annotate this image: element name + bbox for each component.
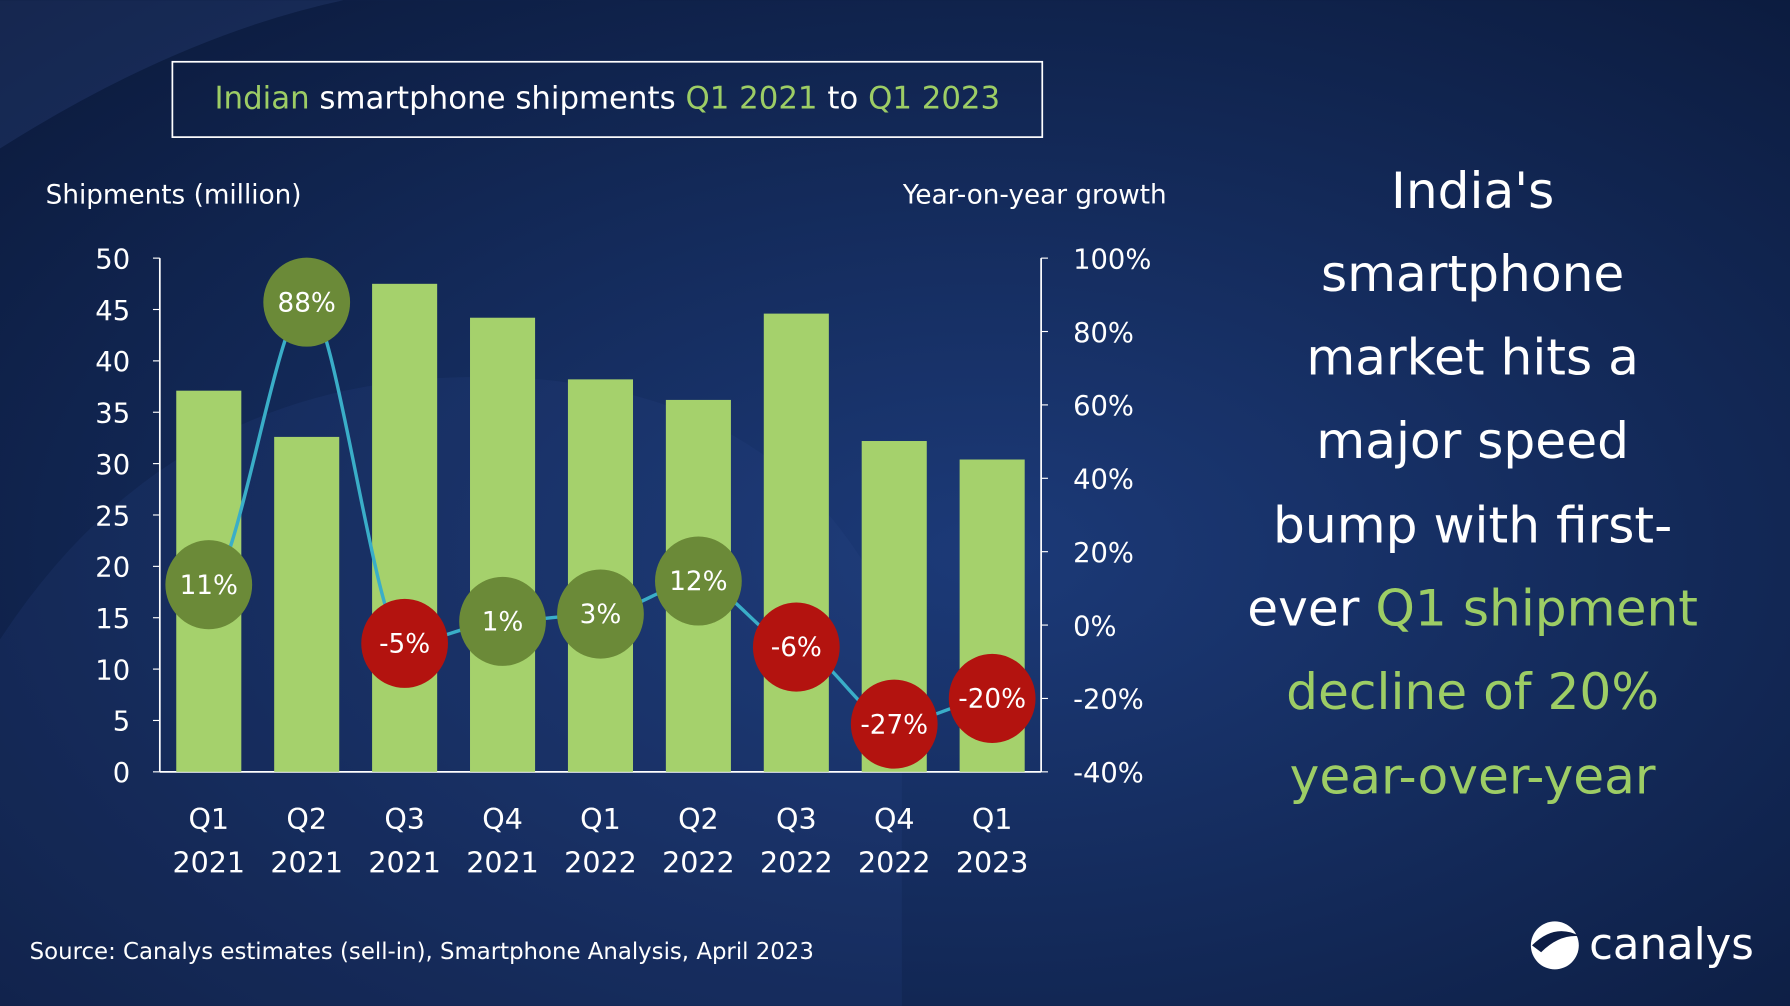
headline: India's smartphone market hits a major s… bbox=[1247, 161, 1698, 806]
x-tick-label-quarter: Q4 bbox=[482, 803, 523, 836]
x-tick-label-quarter: Q2 bbox=[286, 803, 327, 836]
y2-axis-label: Year-on-year growth bbox=[902, 180, 1167, 210]
canalys-logo: canalys bbox=[1530, 920, 1754, 970]
headline-line: bump with first- bbox=[1273, 495, 1672, 554]
x-axis-labels: Q1 2021 Q2 2021 Q3 2021 Q4 2021 Q1 2022 Q2 2022 Q3 20… bbox=[172, 803, 1028, 879]
growth-marker-3 bbox=[459, 576, 546, 666]
headline-line: market hits a bbox=[1306, 328, 1639, 387]
y2-tick-label: 60% bbox=[1073, 391, 1134, 422]
headline-line: major speed bbox=[1316, 411, 1629, 470]
y-tick-label: 20 bbox=[95, 553, 130, 584]
y-tick-label: 15 bbox=[95, 604, 130, 635]
growth-data-label: -27% bbox=[860, 710, 928, 740]
headline-line: year-over-year bbox=[1290, 747, 1656, 806]
y2-tick-label: 80% bbox=[1073, 318, 1134, 349]
axes: 0 5 10 15 20 25 30 35 40 45 50 -40% -20% 0% 20% 40% 60% 8… bbox=[95, 244, 1151, 789]
growth-data-label: -20% bbox=[958, 685, 1026, 715]
bar-2 bbox=[372, 283, 438, 772]
x-tick-label-year: 2021 bbox=[466, 846, 539, 879]
growth-data-label: 11% bbox=[180, 571, 238, 601]
y2-tick-label: 100% bbox=[1073, 244, 1151, 275]
headline-line: decline of 20% bbox=[1286, 662, 1659, 721]
x-tick-label-year: 2022 bbox=[760, 846, 833, 879]
growth-data-label: -5% bbox=[379, 630, 430, 660]
y-tick-label: 35 bbox=[95, 399, 130, 430]
growth-marker-0 bbox=[165, 540, 253, 630]
growth-marker-2 bbox=[361, 598, 449, 688]
y-tick-label: 30 bbox=[95, 450, 130, 481]
growth-data-label: 12% bbox=[669, 567, 727, 597]
growth-marker-7 bbox=[850, 679, 938, 769]
y2-tick-label: -40% bbox=[1073, 758, 1144, 789]
source-note: Source: Canalys estimates (sell-in), Sma… bbox=[30, 939, 814, 965]
x-tick-label-year: 2021 bbox=[172, 846, 245, 879]
bar-3 bbox=[470, 317, 536, 772]
y-tick-label: 25 bbox=[95, 501, 130, 532]
x-tick-label-quarter: Q4 bbox=[874, 803, 915, 836]
headline-line: smartphone bbox=[1321, 244, 1624, 303]
x-tick-label-year: 2022 bbox=[662, 846, 735, 879]
bar-6 bbox=[763, 313, 829, 772]
y-tick-label: 10 bbox=[95, 655, 130, 686]
y2-tick-label: 40% bbox=[1073, 465, 1134, 496]
title-box bbox=[171, 60, 1044, 138]
x-tick-label-quarter: Q3 bbox=[384, 803, 425, 836]
growth-data-label: 88% bbox=[278, 288, 336, 318]
x-tick-label-quarter: Q1 bbox=[580, 803, 621, 836]
x-tick-label-year: 2022 bbox=[564, 846, 637, 879]
growth-data-label: 3% bbox=[580, 600, 622, 630]
x-tick-label-year: 2023 bbox=[956, 846, 1029, 879]
bar-1 bbox=[274, 436, 340, 772]
x-tick-label-year: 2021 bbox=[270, 846, 343, 879]
x-tick-label-quarter: Q1 bbox=[972, 803, 1013, 836]
headline-line: India's bbox=[1391, 161, 1554, 220]
x-tick-label-quarter: Q2 bbox=[678, 803, 719, 836]
x-tick-label-quarter: Q3 bbox=[776, 803, 817, 836]
canalys-logo-text: canalys bbox=[1589, 920, 1754, 970]
background-arc bbox=[0, 0, 640, 149]
headline-line: ever Q1 shipment bbox=[1247, 579, 1698, 638]
y2-tick-label: -20% bbox=[1073, 685, 1144, 716]
x-tick-label-year: 2022 bbox=[858, 846, 931, 879]
y-tick-label: 40 bbox=[95, 347, 130, 378]
y-axis-label: Shipments (million) bbox=[46, 180, 302, 210]
y-tick-label: 5 bbox=[113, 707, 130, 738]
growth-data-label: -6% bbox=[771, 633, 822, 663]
growth-marker-8 bbox=[948, 653, 1036, 743]
growth-marker-4 bbox=[557, 569, 644, 659]
y-tick-label: 50 bbox=[95, 244, 130, 275]
growth-data-label: 1% bbox=[482, 608, 524, 638]
chart-title: Indian smartphone shipments Q1 2021 to Q… bbox=[214, 81, 1000, 117]
y2-tick-label: 0% bbox=[1073, 611, 1116, 642]
growth-marker-5 bbox=[655, 536, 742, 626]
growth-series: 11% 88% -5% 1% 3% 12% -6% -27% -20% bbox=[165, 257, 1036, 769]
x-tick-label-quarter: Q1 bbox=[188, 803, 229, 836]
growth-marker-1 bbox=[263, 257, 351, 347]
growth-marker-6 bbox=[752, 602, 840, 692]
x-tick-label-year: 2021 bbox=[368, 846, 441, 879]
y-tick-label: 45 bbox=[95, 296, 130, 327]
y2-tick-label: 20% bbox=[1073, 538, 1134, 569]
y-tick-label: 0 bbox=[113, 758, 130, 789]
